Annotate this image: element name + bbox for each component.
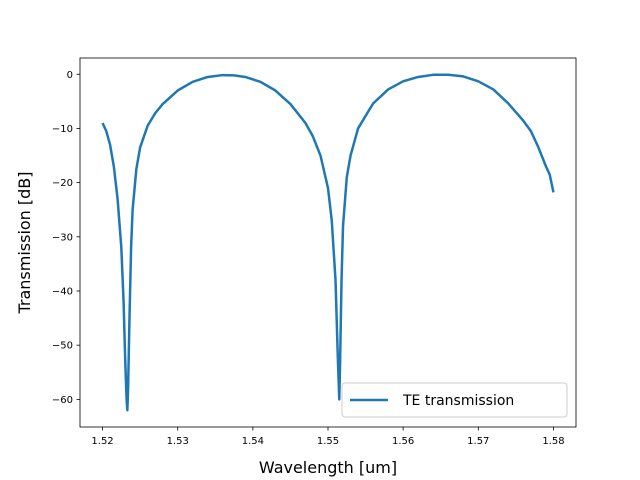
series-layer bbox=[101, 73, 555, 412]
x-tick-label: 1.55 bbox=[317, 436, 339, 447]
y-tick-label: −50 bbox=[52, 341, 73, 352]
y-tick-label: −40 bbox=[52, 286, 73, 297]
x-tick-label: 1.58 bbox=[542, 436, 564, 447]
x-tick-label: 1.57 bbox=[467, 436, 489, 447]
y-axis-title: Transmission [dB] bbox=[15, 171, 34, 314]
y-tick-label: −60 bbox=[52, 395, 73, 406]
x-axis-title: Wavelength [um] bbox=[259, 458, 397, 477]
plot-area bbox=[80, 58, 576, 427]
x-tick-label: 1.54 bbox=[242, 436, 264, 447]
legend-label-te-transmission: TE transmission bbox=[402, 393, 514, 409]
x-tick-label: 1.56 bbox=[392, 436, 414, 447]
x-tick-label: 1.52 bbox=[91, 436, 113, 447]
y-axis-ticks: 0 −10 −20 −30 −40 −50 −60 bbox=[52, 70, 80, 406]
y-tick-label: −30 bbox=[52, 232, 73, 243]
x-axis-ticks: 1.52 1.53 1.54 1.55 1.56 1.57 1.58 bbox=[91, 427, 565, 447]
legend-box bbox=[341, 382, 568, 418]
x-tick-label: 1.53 bbox=[167, 436, 189, 447]
y-tick-label: 0 bbox=[67, 70, 73, 81]
legend: TE transmission bbox=[341, 382, 568, 418]
y-tick-label: −10 bbox=[52, 124, 73, 135]
y-tick-label: −20 bbox=[52, 178, 73, 189]
series-line-te-transmission bbox=[101, 73, 555, 412]
